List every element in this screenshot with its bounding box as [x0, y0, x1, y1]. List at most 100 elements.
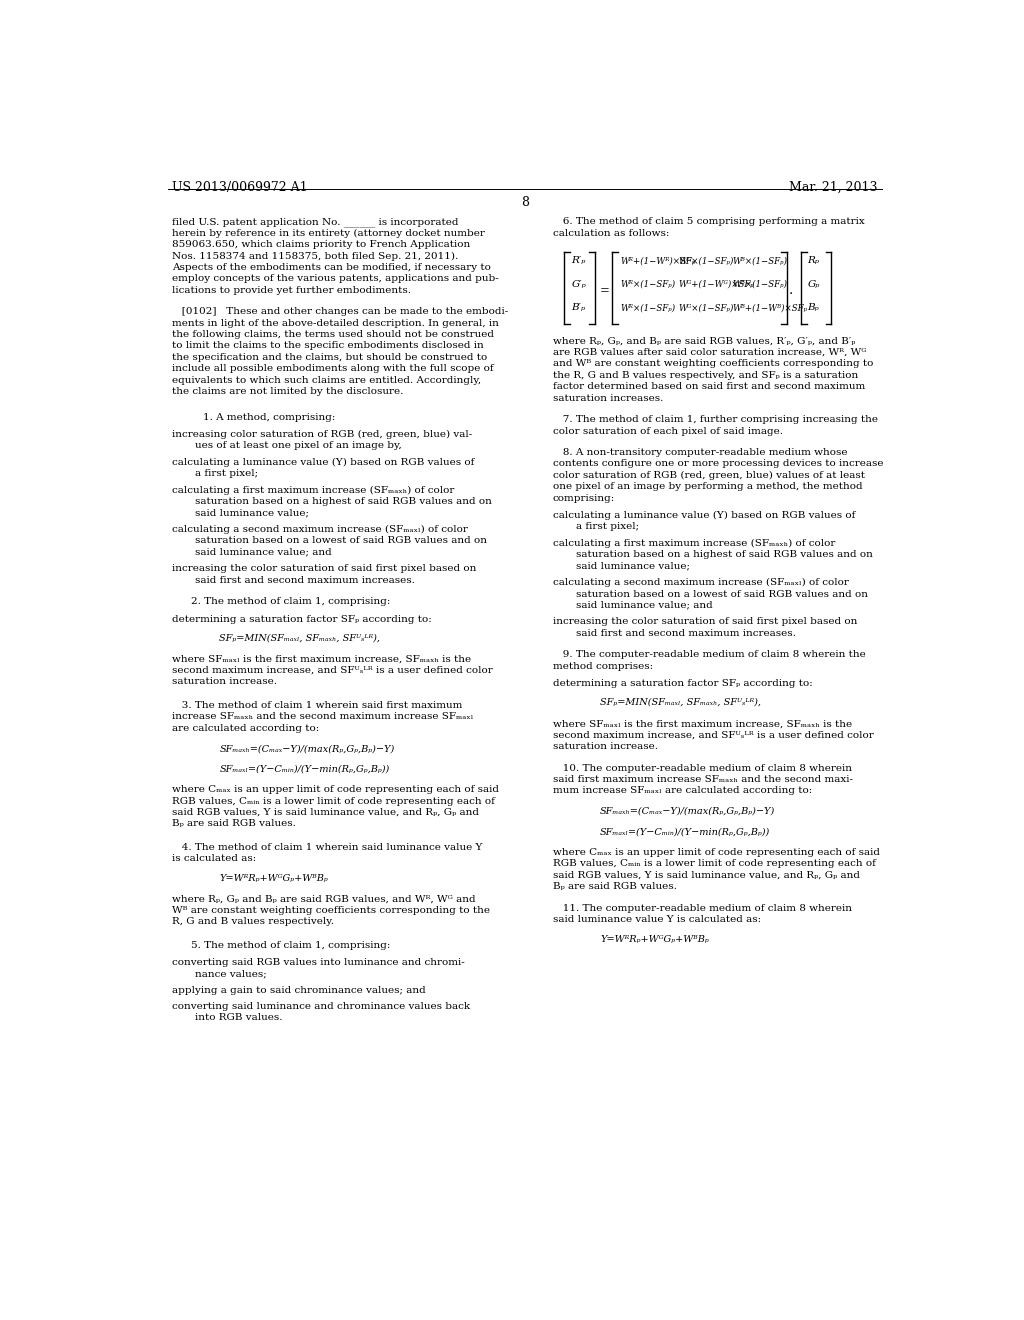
Text: said luminance value;: said luminance value; [196, 508, 309, 517]
Text: 11. The computer-readable medium of claim 8 wherein: 11. The computer-readable medium of clai… [553, 904, 852, 912]
Text: Wᴿ×(1−SFₚ): Wᴿ×(1−SFₚ) [621, 280, 675, 289]
Text: the claims are not limited by the disclosure.: the claims are not limited by the disclo… [172, 387, 403, 396]
Text: Rₚ: Rₚ [807, 256, 819, 265]
Text: into RGB values.: into RGB values. [196, 1012, 283, 1022]
Text: saturation increase.: saturation increase. [172, 677, 276, 686]
Text: Wᴿ+(1−Wᴿ)×SFₚ: Wᴿ+(1−Wᴿ)×SFₚ [621, 256, 695, 265]
Text: determining a saturation factor SFₚ according to:: determining a saturation factor SFₚ acco… [172, 615, 431, 623]
Text: increasing color saturation of RGB (red, green, blue) val-: increasing color saturation of RGB (red,… [172, 430, 472, 440]
Text: second maximum increase, and SFᵁₛᴸᴿ is a user defined color: second maximum increase, and SFᵁₛᴸᴿ is a… [172, 667, 493, 675]
Text: calculating a second maximum increase (SFₘₐₓₗ) of color: calculating a second maximum increase (S… [553, 578, 849, 587]
Text: B′ₚ: B′ₚ [571, 304, 586, 312]
Text: where SFₘₐₓₗ is the first maximum increase, SFₘₐₓₕ is the: where SFₘₐₓₗ is the first maximum increa… [553, 719, 852, 729]
Text: converting said RGB values into luminance and chromi-: converting said RGB values into luminanc… [172, 958, 465, 968]
Text: lications to provide yet further embodiments.: lications to provide yet further embodim… [172, 285, 411, 294]
Text: said first maximum increase SFₘₐₓₕ and the second maxi-: said first maximum increase SFₘₐₓₕ and t… [553, 775, 853, 784]
Text: said first and second maximum increases.: said first and second maximum increases. [196, 576, 416, 585]
Text: and Wᴮ are constant weighting coefficients corresponding to: and Wᴮ are constant weighting coefficien… [553, 359, 872, 368]
Text: 8: 8 [521, 195, 528, 209]
Text: 3. The method of claim 1 wherein said first maximum: 3. The method of claim 1 wherein said fi… [172, 701, 462, 710]
Text: Wᴮ are constant weighting coefficients corresponding to the: Wᴮ are constant weighting coefficients c… [172, 906, 489, 915]
Text: 4. The method of claim 1 wherein said luminance value Y: 4. The method of claim 1 wherein said lu… [172, 843, 482, 851]
Text: =: = [599, 284, 609, 297]
Text: 8. A non-transitory computer-readable medium whose: 8. A non-transitory computer-readable me… [553, 447, 847, 457]
Text: are calculated according to:: are calculated according to: [172, 723, 318, 733]
Text: US 2013/0069972 A1: US 2013/0069972 A1 [172, 181, 307, 194]
Text: 2. The method of claim 1, comprising:: 2. The method of claim 1, comprising: [191, 597, 391, 606]
Text: said luminance value; and: said luminance value; and [196, 548, 332, 557]
Text: said RGB values, Y is said luminance value, and Rₚ, Gₚ and: said RGB values, Y is said luminance val… [172, 808, 478, 817]
Text: the following claims, the terms used should not be construed: the following claims, the terms used sho… [172, 330, 494, 339]
Text: Bₚ are said RGB values.: Bₚ are said RGB values. [172, 820, 296, 829]
Text: determining a saturation factor SFₚ according to:: determining a saturation factor SFₚ acco… [553, 680, 812, 688]
Text: .: . [788, 284, 793, 297]
Text: said luminance value;: said luminance value; [577, 562, 690, 570]
Text: saturation based on a lowest of said RGB values and on: saturation based on a lowest of said RGB… [577, 590, 868, 598]
Text: increase SFₘₐₓₕ and the second maximum increase SFₘₐₓₗ: increase SFₘₐₓₕ and the second maximum i… [172, 713, 473, 721]
Text: 10. The computer-readable medium of claim 8 wherein: 10. The computer-readable medium of clai… [553, 763, 852, 772]
Text: calculating a second maximum increase (SFₘₐₓₗ) of color: calculating a second maximum increase (S… [172, 525, 468, 535]
Text: Mar. 21, 2013: Mar. 21, 2013 [790, 181, 878, 194]
Text: comprising:: comprising: [553, 494, 614, 503]
Text: said RGB values, Y is said luminance value, and Rₚ, Gₚ and: said RGB values, Y is said luminance val… [553, 871, 859, 879]
Text: are RGB values after said color saturation increase, Wᴿ, Wᴳ: are RGB values after said color saturati… [553, 348, 866, 358]
Text: Y=WᴿRₚ+WᴳGₚ+WᴮBₚ: Y=WᴿRₚ+WᴳGₚ+WᴮBₚ [219, 874, 328, 883]
Text: [0102]   These and other changes can be made to the embodi-: [0102] These and other changes can be ma… [172, 308, 508, 317]
Text: is calculated as:: is calculated as: [172, 854, 256, 863]
Text: factor determined based on said first and second maximum: factor determined based on said first an… [553, 383, 865, 391]
Text: contents configure one or more processing devices to increase: contents configure one or more processin… [553, 459, 883, 469]
Text: ments in light of the above-detailed description. In general, in: ments in light of the above-detailed des… [172, 318, 499, 327]
Text: increasing the color saturation of said first pixel based on: increasing the color saturation of said … [172, 564, 476, 573]
Text: saturation based on a highest of said RGB values and on: saturation based on a highest of said RG… [577, 550, 873, 560]
Text: Wᴮ+(1−Wᴮ)×SFₚ: Wᴮ+(1−Wᴮ)×SFₚ [733, 304, 808, 312]
Text: ues of at least one pixel of an image by,: ues of at least one pixel of an image by… [196, 441, 402, 450]
Text: saturation based on a lowest of said RGB values and on: saturation based on a lowest of said RGB… [196, 536, 487, 545]
Text: calculation as follows:: calculation as follows: [553, 228, 669, 238]
Text: saturation based on a highest of said RGB values and on: saturation based on a highest of said RG… [196, 498, 493, 506]
Text: equivalents to which such claims are entitled. Accordingly,: equivalents to which such claims are ent… [172, 375, 481, 384]
Text: nance values;: nance values; [196, 970, 267, 978]
Text: Bₚ are said RGB values.: Bₚ are said RGB values. [553, 882, 677, 891]
Text: SFₘₐₓₗ=(Y−Cₘᵢₙ)/(Y−min(Rₚ,Gₚ,Bₚ)): SFₘₐₓₗ=(Y−Cₘᵢₙ)/(Y−min(Rₚ,Gₚ,Bₚ)) [219, 764, 389, 774]
Text: converting said luminance and chrominance values back: converting said luminance and chrominanc… [172, 1002, 470, 1011]
Text: said luminance value Y is calculated as:: said luminance value Y is calculated as: [553, 915, 761, 924]
Text: employ concepts of the various patents, applications and pub-: employ concepts of the various patents, … [172, 275, 499, 284]
Text: to limit the claims to the specific embodiments disclosed in: to limit the claims to the specific embo… [172, 342, 483, 350]
Text: applying a gain to said chrominance values; and: applying a gain to said chrominance valu… [172, 986, 425, 995]
Text: calculating a first maximum increase (SFₘₐₓₕ) of color: calculating a first maximum increase (SF… [172, 486, 454, 495]
Text: where Cₘₐₓ is an upper limit of code representing each of said: where Cₘₐₓ is an upper limit of code rep… [172, 785, 499, 795]
Text: the specification and the claims, but should be construed to: the specification and the claims, but sh… [172, 352, 486, 362]
Text: include all possible embodiments along with the full scope of: include all possible embodiments along w… [172, 364, 494, 374]
Text: 1. A method, comprising:: 1. A method, comprising: [204, 412, 336, 421]
Text: Wᴳ+(1−Wᴳ)×SFₚ: Wᴳ+(1−Wᴳ)×SFₚ [678, 280, 754, 289]
Text: SFₘₐₓₕ=(Cₘₐₓ−Y)/(max(Rₚ,Gₚ,Bₚ)−Y): SFₘₐₓₕ=(Cₘₐₓ−Y)/(max(Rₚ,Gₚ,Bₚ)−Y) [219, 744, 394, 754]
Text: where Rₚ, Gₚ and Bₚ are said RGB values, and Wᴿ, Wᴳ and: where Rₚ, Gₚ and Bₚ are said RGB values,… [172, 895, 475, 903]
Text: R, G and B values respectively.: R, G and B values respectively. [172, 917, 334, 927]
Text: G′ₚ: G′ₚ [571, 280, 587, 289]
Text: Wᴿ×(1−SFₚ): Wᴿ×(1−SFₚ) [621, 304, 675, 312]
Text: Bₚ: Bₚ [807, 304, 819, 312]
Text: 5. The method of claim 1, comprising:: 5. The method of claim 1, comprising: [191, 941, 391, 950]
Text: a first pixel;: a first pixel; [196, 469, 259, 478]
Text: calculating a first maximum increase (SFₘₐₓₕ) of color: calculating a first maximum increase (SF… [553, 539, 835, 548]
Text: 859063.650, which claims priority to French Application: 859063.650, which claims priority to Fre… [172, 240, 470, 249]
Text: calculating a luminance value (Y) based on RGB values of: calculating a luminance value (Y) based … [553, 511, 855, 520]
Text: RGB values, Cₘᵢₙ is a lower limit of code representing each of: RGB values, Cₘᵢₙ is a lower limit of cod… [553, 859, 876, 869]
Text: Nos. 1158374 and 1158375, both filed Sep. 21, 2011).: Nos. 1158374 and 1158375, both filed Sep… [172, 252, 458, 260]
Text: where Rₚ, Gₚ, and Bₚ are said RGB values, R′ₚ, G′ₚ, and B′ₚ: where Rₚ, Gₚ, and Bₚ are said RGB values… [553, 337, 855, 346]
Text: herein by reference in its entirety (attorney docket number: herein by reference in its entirety (att… [172, 228, 484, 238]
Text: SFₚ=MIN(SFₘₐₓₗ, SFₘₐₓₕ, SFᵁₛᴸᴿ),: SFₚ=MIN(SFₘₐₓₗ, SFₘₐₓₕ, SFᵁₛᴸᴿ), [600, 698, 761, 706]
Text: saturation increases.: saturation increases. [553, 393, 663, 403]
Text: Wᴳ×(1−SFₚ): Wᴳ×(1−SFₚ) [678, 304, 733, 312]
Text: a first pixel;: a first pixel; [577, 523, 640, 532]
Text: the R, G and B values respectively, and SFₚ is a saturation: the R, G and B values respectively, and … [553, 371, 858, 380]
Text: color saturation of each pixel of said image.: color saturation of each pixel of said i… [553, 426, 782, 436]
Text: calculating a luminance value (Y) based on RGB values of: calculating a luminance value (Y) based … [172, 458, 474, 467]
Text: filed U.S. patent application No. ______ is incorporated: filed U.S. patent application No. ______… [172, 218, 458, 227]
Text: mum increase SFₘₐₓₗ are calculated according to:: mum increase SFₘₐₓₗ are calculated accor… [553, 787, 812, 796]
Text: one pixel of an image by performing a method, the method: one pixel of an image by performing a me… [553, 482, 862, 491]
Text: where SFₘₐₓₗ is the first maximum increase, SFₘₐₓₕ is the: where SFₘₐₓₗ is the first maximum increa… [172, 655, 471, 664]
Text: Y=WᴿRₚ+WᴳGₚ+WᴮBₚ: Y=WᴿRₚ+WᴳGₚ+WᴮBₚ [600, 935, 709, 944]
Text: 6. The method of claim 5 comprising performing a matrix: 6. The method of claim 5 comprising perf… [553, 218, 864, 226]
Text: Wᴮ×(1−SFₚ): Wᴮ×(1−SFₚ) [733, 256, 787, 265]
